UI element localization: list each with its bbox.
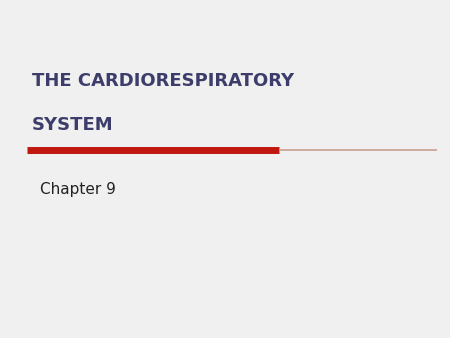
Text: SYSTEM: SYSTEM [32,116,113,134]
Text: Chapter 9: Chapter 9 [40,182,117,197]
Text: THE CARDIORESPIRATORY: THE CARDIORESPIRATORY [32,72,293,90]
